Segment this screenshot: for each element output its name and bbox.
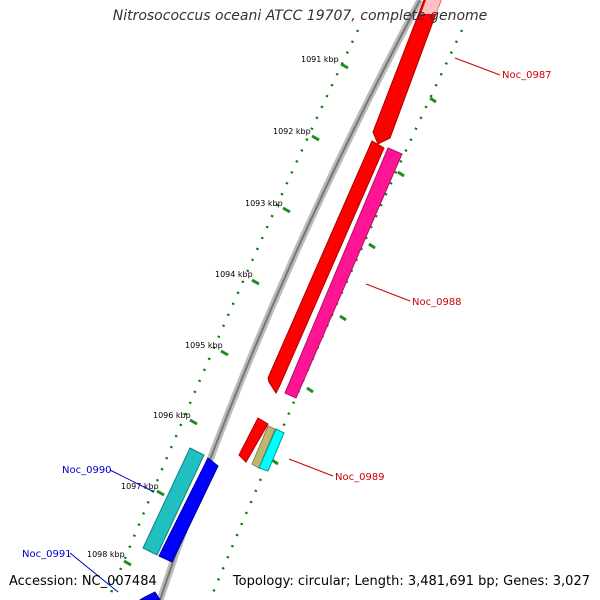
accession-text: Accession: NC_007484	[9, 574, 157, 589]
gene-arrow-noc-0988-inner[interactable]	[267, 140, 385, 395]
gene-arrow-noc-0989[interactable]	[238, 417, 269, 463]
genome-backbone	[156, 0, 424, 600]
kbp-label: 1097 kbp	[121, 482, 159, 491]
kbp-label: 1092 kbp	[273, 127, 311, 136]
gc-track-outer	[208, 29, 464, 600]
gc-track-inner	[106, 29, 360, 600]
kbp-label: 1093 kbp	[245, 199, 283, 208]
kbp-label: 1096 kbp	[153, 411, 191, 420]
kbp-label: 1098 kbp	[87, 550, 125, 559]
kbp-label: 1091 kbp	[301, 55, 339, 64]
gene-label-noc-0987[interactable]: Noc_0987	[502, 70, 552, 81]
gene-arrow-noc-0988[interactable]	[284, 147, 403, 399]
gene-label-noc-0989[interactable]: Noc_0989	[335, 472, 385, 483]
gene-label-noc-0988[interactable]: Noc_0988	[412, 297, 462, 308]
tick-marks	[123, 62, 437, 567]
kbp-label: 1095 kbp	[185, 341, 223, 350]
map-title: Nitrosococcus oceani ATCC 19707, complet…	[112, 8, 488, 24]
gene-arrow-noc-0990[interactable]	[142, 447, 205, 556]
gene-label-noc-0991[interactable]: Noc_0991	[22, 549, 72, 560]
gene-arrow-noc-0991-lower[interactable]	[139, 591, 161, 600]
gene-block-noc-0989-cyan[interactable]	[258, 428, 285, 472]
gene-arrow-noc-0987-fade	[421, 0, 441, 14]
kbp-label: 1094 kbp	[215, 270, 253, 279]
topology-text: Topology: circular; Length: 3,481,691 bp…	[232, 574, 590, 589]
genome-backbone-line	[159, 0, 421, 600]
gene-label-noc-0990[interactable]: Noc_0990	[62, 465, 112, 476]
gene-arrow-noc-0991[interactable]	[158, 457, 219, 563]
callout-lines	[69, 57, 501, 593]
